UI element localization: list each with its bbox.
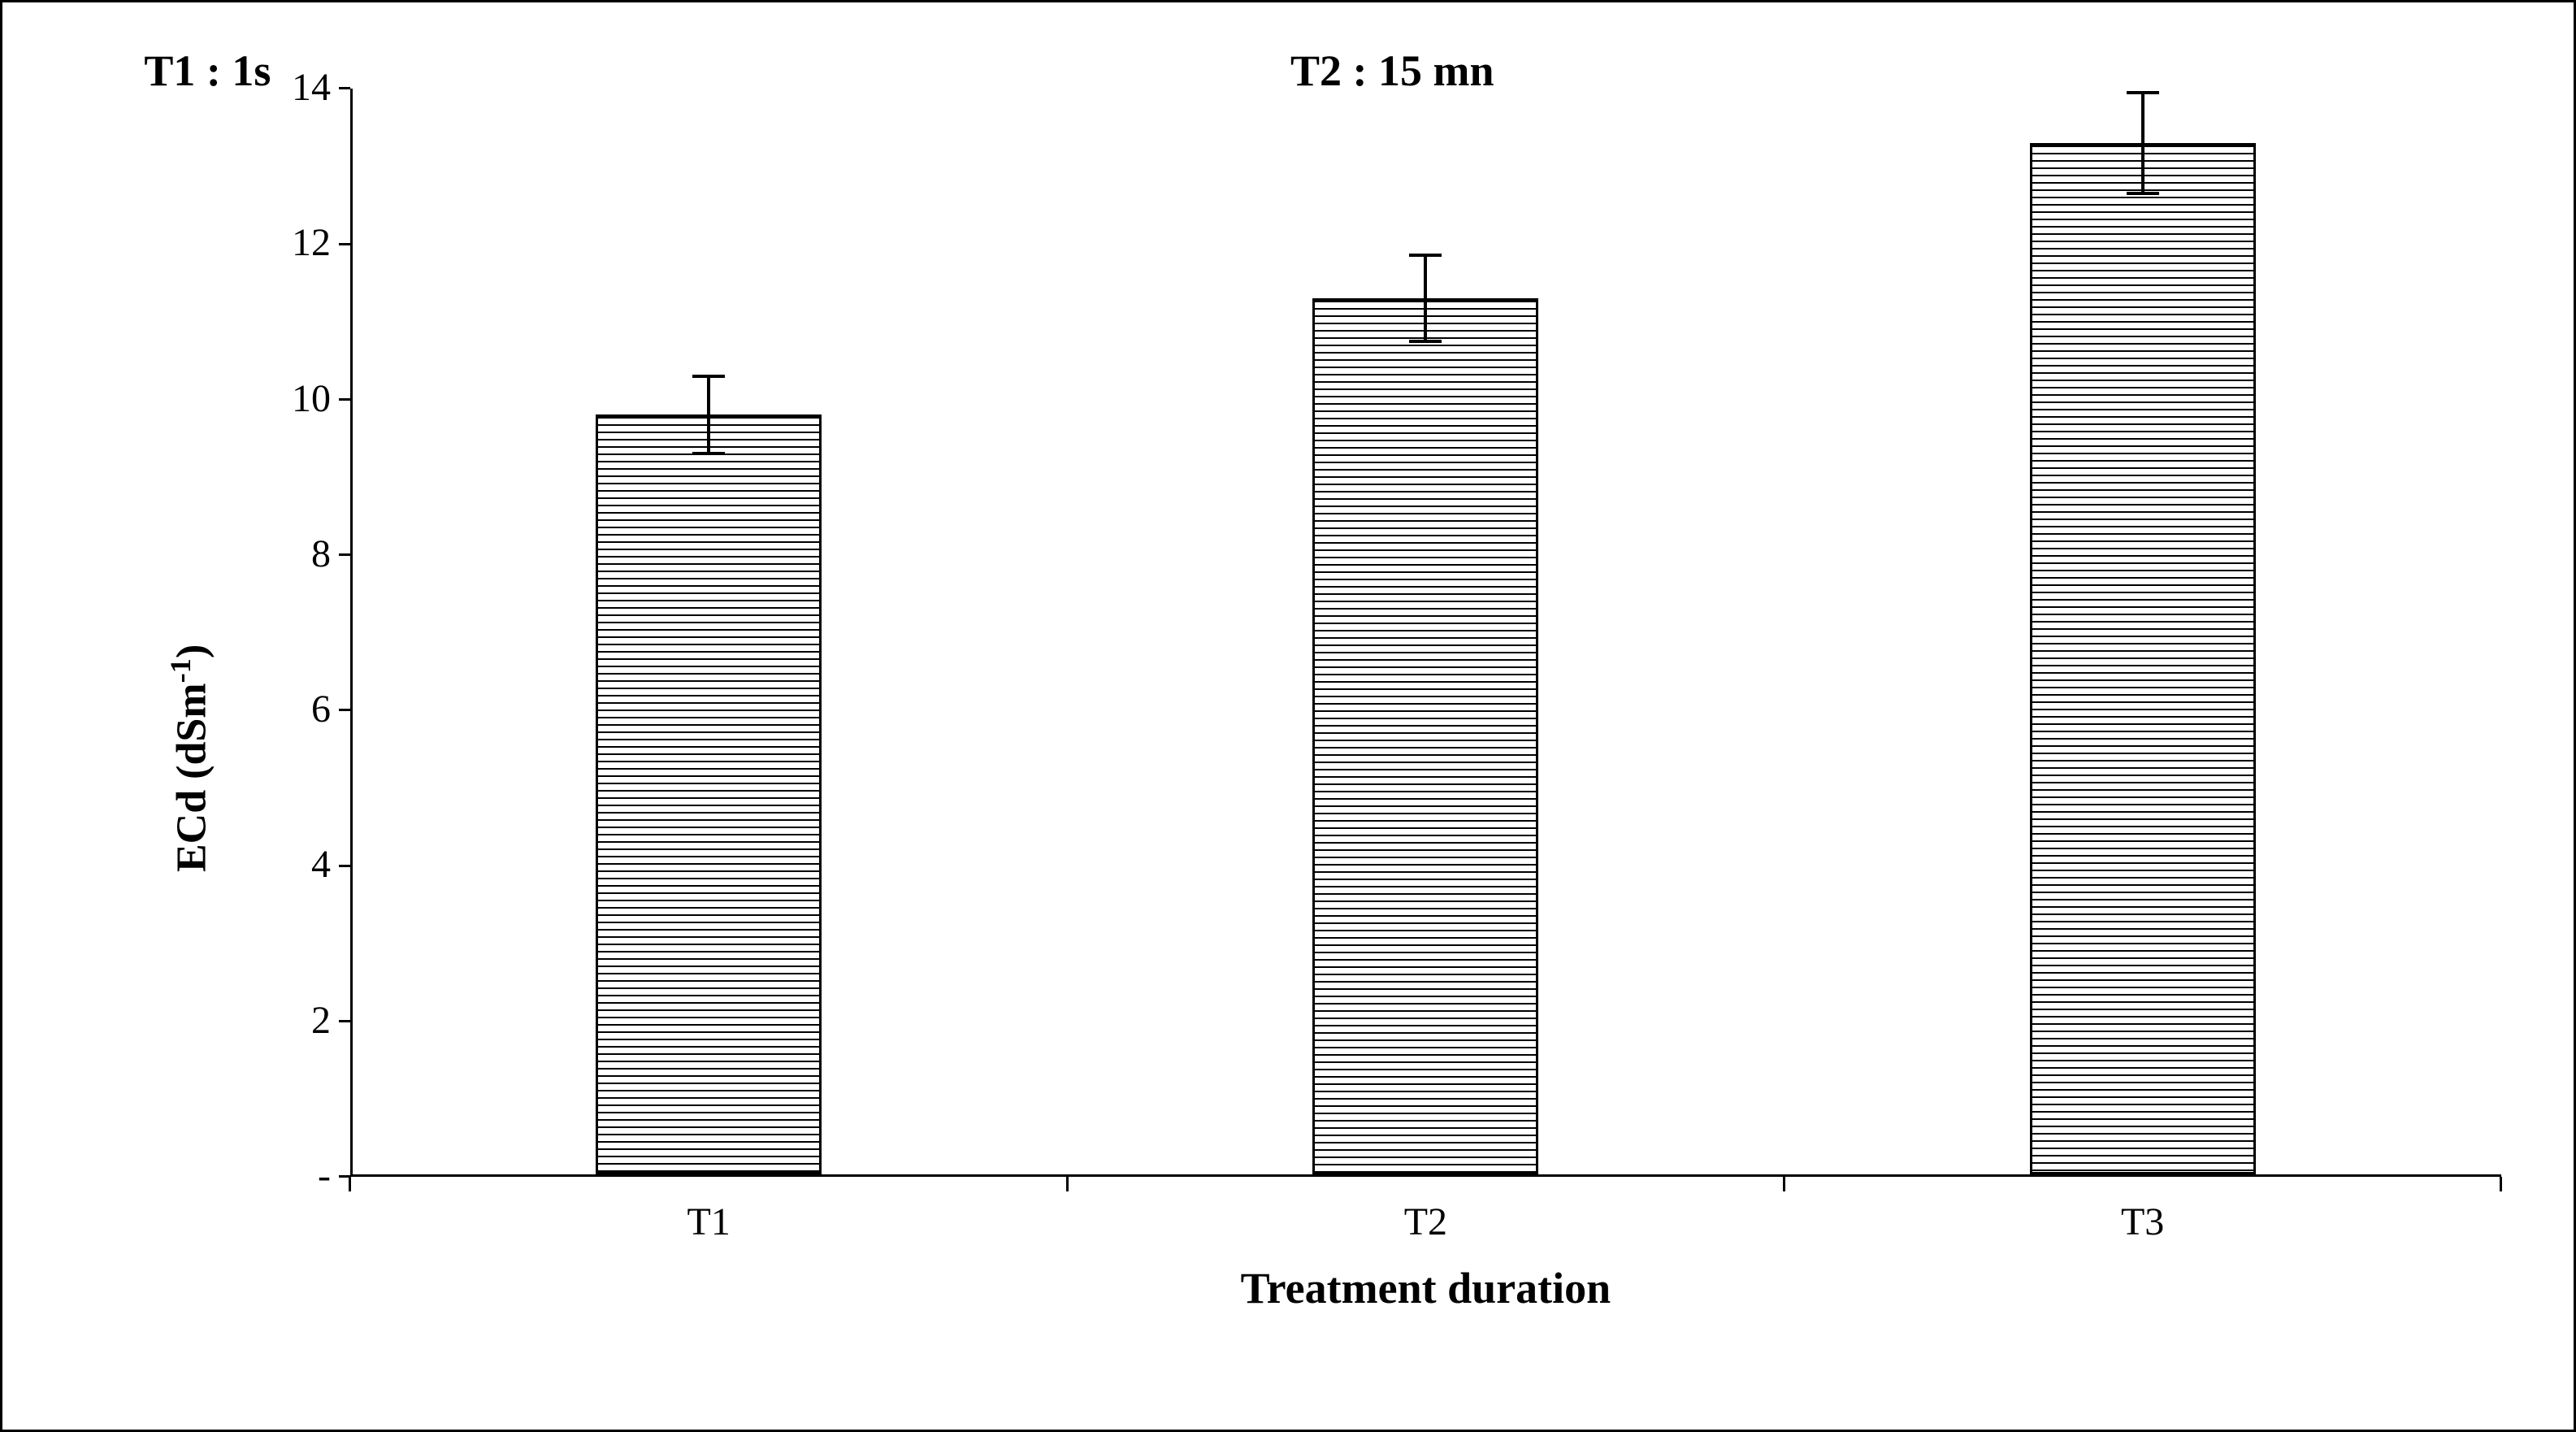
x-tick-label: T3 — [2062, 1200, 2224, 1244]
x-tick — [349, 1177, 351, 1191]
y-tick-label: 2 — [233, 998, 331, 1043]
error-bar — [1424, 255, 1427, 341]
header-label-1: T2 : 15 mn — [1290, 46, 1494, 96]
y-tick-label: 4 — [233, 842, 331, 887]
y-tick — [339, 87, 350, 89]
y-tick — [339, 709, 350, 711]
x-axis-title: Treatment duration — [350, 1263, 2501, 1313]
x-tick — [2500, 1177, 2502, 1191]
x-tick-label: T1 — [627, 1200, 790, 1244]
error-cap — [1409, 254, 1442, 257]
y-axis-line — [350, 89, 353, 1177]
y-tick — [339, 243, 350, 245]
x-tick — [1783, 1177, 1785, 1191]
header-label-0: T1 : 1s — [144, 46, 271, 96]
error-cap — [2127, 91, 2159, 94]
error-cap — [2127, 192, 2159, 195]
x-tick-label: T2 — [1344, 1200, 1507, 1244]
y-tick-label: 10 — [233, 376, 331, 421]
y-tick-label: - — [233, 1153, 331, 1198]
chart-frame: -2468101214T1T2T3 T1 : 1s T2 : 15 mn ECd (… — [0, 0, 2576, 1432]
error-bar — [2141, 93, 2144, 193]
y-tick — [339, 398, 350, 401]
error-cap — [1409, 340, 1442, 343]
error-cap — [692, 452, 725, 455]
plot-area: -2468101214T1T2T3 — [350, 89, 2501, 1177]
bar-T3 — [2030, 143, 2256, 1174]
y-tick — [339, 1020, 350, 1022]
y-tick — [339, 553, 350, 556]
bar-T1 — [596, 414, 822, 1174]
y-tick-label: 12 — [233, 220, 331, 265]
y-axis-title: ECd (dSm-1) — [163, 644, 215, 872]
x-axis-line — [350, 1174, 2501, 1177]
x-tick — [1066, 1177, 1069, 1191]
y-tick-label: 6 — [233, 687, 331, 731]
y-tick-label: 8 — [233, 532, 331, 576]
error-cap — [692, 375, 725, 378]
y-tick — [339, 865, 350, 867]
error-bar — [707, 376, 710, 454]
bar-T2 — [1312, 298, 1538, 1174]
